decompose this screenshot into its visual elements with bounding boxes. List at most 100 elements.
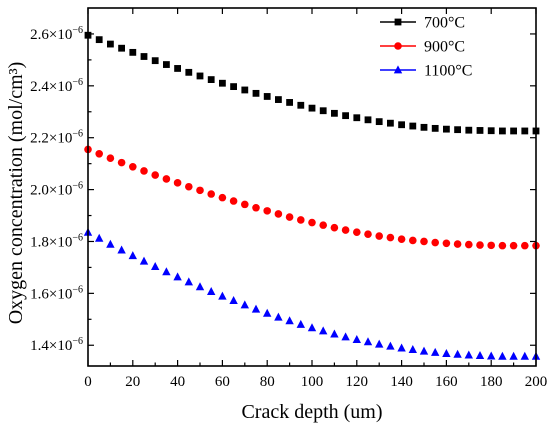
data-point-circle bbox=[106, 154, 115, 163]
data-point-square bbox=[353, 114, 361, 122]
data-point-triangle bbox=[330, 329, 339, 338]
legend-marker bbox=[393, 65, 403, 74]
legend: 700°C 900°C 1100°C bbox=[380, 15, 472, 80]
data-point-square bbox=[230, 83, 237, 91]
x-tick-label: 120 bbox=[346, 374, 369, 390]
data-point-circle bbox=[341, 226, 350, 234]
axes: 0 20 40 60 80 100 120 140 160 180 200 1.4×10−6 1.6×1… bbox=[30, 7, 547, 390]
data-point-square bbox=[140, 53, 148, 60]
data-point-triangle bbox=[475, 351, 485, 360]
data-point-square bbox=[331, 109, 338, 117]
data-point-square bbox=[476, 127, 484, 134]
data-point-circle bbox=[117, 158, 126, 167]
legend-label: 700°C bbox=[424, 15, 465, 32]
data-point-triangle bbox=[218, 291, 227, 300]
data-point-circle bbox=[185, 182, 193, 191]
data-point-circle bbox=[218, 193, 227, 202]
data-point-circle bbox=[308, 218, 316, 227]
data-point-triangle bbox=[240, 300, 249, 309]
data-point-square bbox=[118, 44, 125, 52]
data-point-square bbox=[521, 127, 529, 135]
data-point-square bbox=[95, 36, 103, 44]
data-point-triangle bbox=[520, 351, 529, 360]
y-tick-label: 1.8×10−6 bbox=[30, 232, 83, 250]
legend-marker bbox=[394, 18, 402, 26]
data-point-square bbox=[275, 96, 282, 103]
legend-entry-3: 1100°C bbox=[380, 63, 472, 80]
x-axis-title: Crack depth (um) bbox=[241, 401, 382, 423]
data-point-square bbox=[465, 126, 473, 134]
data-point-circle bbox=[297, 216, 305, 224]
data-point-triangle bbox=[453, 349, 462, 358]
data-point-square bbox=[375, 118, 383, 126]
data-point-square bbox=[398, 121, 405, 129]
data-point-square bbox=[263, 93, 271, 100]
data-point-triangle bbox=[173, 272, 182, 281]
data-point-triangle bbox=[442, 348, 451, 357]
data-point-triangle bbox=[162, 267, 171, 276]
data-point-circle bbox=[173, 179, 182, 187]
data-point-square bbox=[319, 107, 327, 115]
legend-marker bbox=[394, 42, 402, 50]
x-tick-label: 80 bbox=[260, 374, 275, 390]
y-tick-label: 2.6×10−6 bbox=[30, 25, 83, 43]
series-1 bbox=[84, 31, 540, 135]
data-point-triangle bbox=[285, 316, 294, 325]
data-point-triangle bbox=[498, 351, 507, 360]
y-tick-label: 2.2×10−6 bbox=[30, 129, 83, 147]
data-point-triangle bbox=[319, 326, 328, 335]
data-point-square bbox=[219, 79, 226, 87]
data-point-circle bbox=[409, 236, 417, 245]
x-tick-label: 180 bbox=[480, 374, 503, 390]
data-point-square bbox=[308, 104, 316, 112]
data-point-square bbox=[342, 112, 349, 120]
data-point-circle bbox=[140, 167, 148, 175]
x-tick-label: 20 bbox=[125, 374, 140, 390]
data-point-triangle bbox=[464, 350, 473, 359]
data-point-circle bbox=[252, 203, 260, 212]
data-point-triangle bbox=[487, 351, 496, 360]
data-point-triangle bbox=[352, 334, 361, 343]
data-point-triangle bbox=[263, 308, 272, 317]
data-point-circle bbox=[330, 223, 339, 232]
series-3 bbox=[83, 227, 541, 360]
x-tick-label: 100 bbox=[301, 374, 324, 390]
data-point-square bbox=[286, 99, 293, 106]
legend-label: 900°C bbox=[424, 39, 465, 56]
data-point-triangle bbox=[375, 339, 384, 348]
data-point-triangle bbox=[95, 233, 104, 242]
data-point-circle bbox=[498, 241, 507, 250]
x-tick-label: 140 bbox=[390, 374, 413, 390]
y-axis-title: Oxygen concentration (mol/cm³) bbox=[5, 62, 27, 325]
data-point-triangle bbox=[207, 286, 216, 295]
series-2 bbox=[84, 145, 540, 250]
x-tick-label: 0 bbox=[84, 374, 92, 390]
data-point-circle bbox=[465, 240, 473, 249]
data-point-circle bbox=[386, 233, 395, 242]
data-point-triangle bbox=[341, 332, 350, 341]
data-point-square bbox=[297, 101, 305, 109]
data-point-square bbox=[129, 48, 137, 56]
legend-label: 1100°C bbox=[424, 63, 472, 80]
data-point-circle bbox=[274, 210, 283, 218]
data-point-circle bbox=[229, 197, 238, 205]
y-tick-label: 2.0×10−6 bbox=[30, 181, 83, 199]
data-point-circle bbox=[151, 171, 159, 179]
data-point-square bbox=[185, 68, 193, 76]
data-point-circle bbox=[453, 240, 462, 248]
data-point-circle bbox=[521, 241, 529, 250]
data-point-circle bbox=[476, 241, 484, 249]
data-point-square bbox=[510, 127, 517, 135]
data-point-circle bbox=[241, 200, 249, 209]
data-point-circle bbox=[263, 207, 272, 215]
plot-area bbox=[83, 31, 541, 360]
legend-entry-2: 900°C bbox=[380, 39, 465, 56]
data-point-triangle bbox=[296, 319, 305, 328]
data-point-triangle bbox=[509, 351, 518, 360]
data-point-triangle bbox=[274, 312, 283, 321]
data-point-square bbox=[196, 72, 204, 80]
data-point-square bbox=[499, 127, 506, 135]
data-point-square bbox=[454, 126, 461, 134]
data-point-triangle bbox=[251, 304, 261, 313]
